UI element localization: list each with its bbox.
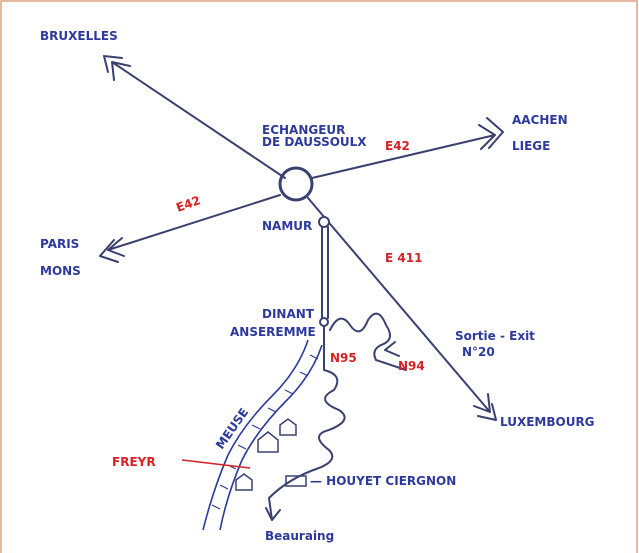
place: MONS: [40, 264, 81, 278]
place: PARIS: [40, 237, 79, 251]
place: LUXEMBOURG: [500, 415, 595, 429]
place: DE DAUSSOULX: [262, 135, 367, 149]
place: AACHEN: [512, 113, 568, 127]
place: DINANT: [262, 307, 315, 321]
road-label: N95: [330, 351, 357, 365]
map: BRUXELLES ECHANGEUR DE DAUSSOULX AACHEN …: [0, 0, 639, 553]
place: BRUXELLES: [40, 29, 118, 43]
place: Sortie - Exit: [455, 329, 535, 343]
frame: [1, 1, 637, 553]
place: ANSEREMME: [230, 325, 316, 339]
place: Beauraing: [265, 529, 334, 543]
place: N°20: [462, 345, 495, 359]
road-label: N94: [398, 359, 425, 373]
place: — HOUYET CIERGNON: [310, 474, 456, 488]
place: LIEGE: [512, 139, 550, 153]
road-label: E42: [385, 139, 410, 153]
place: NAMUR: [262, 219, 312, 233]
road-label: E 411: [385, 251, 422, 265]
place: FREYR: [112, 455, 156, 469]
